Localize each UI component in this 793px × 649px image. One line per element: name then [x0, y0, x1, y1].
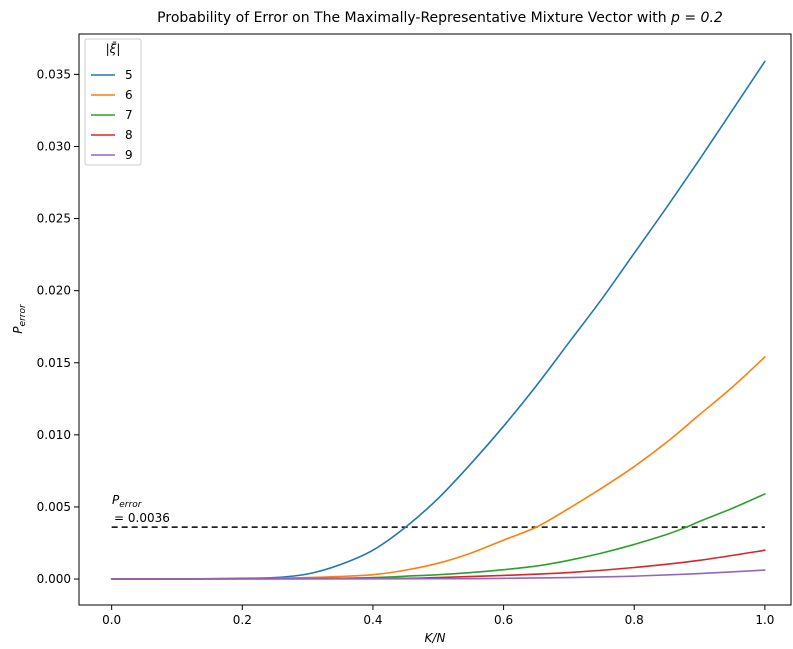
y-tick-label: 0.015: [37, 356, 71, 370]
x-axis: 0.0 0.2 0.4 0.6 0.8 1.0: [102, 605, 774, 627]
legend-frame: [84, 38, 142, 166]
y-tick-label: 0.030: [37, 139, 71, 153]
legend-label-6: 6: [125, 88, 133, 102]
x-tick-label: 0.8: [625, 613, 644, 627]
x-tick-label: 1.0: [755, 613, 774, 627]
y-tick-label: 0.010: [37, 428, 71, 442]
x-tick-label: 0.0: [102, 613, 121, 627]
plot-frame: [78, 33, 792, 606]
legend-label-9: 9: [125, 148, 133, 162]
x-tick-label: 0.4: [363, 613, 382, 627]
legend-title: |ξ̄|: [106, 42, 121, 56]
y-axis: 0.000 0.005 0.010 0.015 0.020 0.025 0.030 0.035: [37, 67, 79, 586]
legend-label-5: 5: [125, 68, 133, 82]
threshold-annotation: Perror = 0.0036: [112, 493, 170, 525]
y-tick-label: 0.020: [37, 284, 71, 298]
plot-area: [78, 33, 792, 606]
x-tick-label: 0.2: [233, 613, 252, 627]
x-axis-label: K/N: [425, 631, 446, 645]
legend-label-7: 7: [125, 108, 133, 122]
y-tick-label: 0.025: [37, 212, 71, 226]
threshold-annotation-value: = 0.0036: [114, 511, 170, 525]
y-tick-label: 0.000: [37, 572, 71, 586]
series-line-6: [110, 356, 766, 580]
legend-label-8: 8: [125, 128, 133, 142]
series-line-7: [110, 493, 766, 580]
y-tick-label: 0.035: [37, 67, 71, 81]
y-axis-label: Perror: [11, 303, 28, 334]
threshold-annotation-symbol: Perror: [112, 493, 143, 510]
legend: |ξ̄| 5 6 7 8 9: [84, 38, 142, 166]
x-tick-label: 0.6: [494, 613, 513, 627]
y-tick-label: 0.005: [37, 500, 71, 514]
chart-title: Probability of Error on The Maximally-Re…: [157, 10, 723, 26]
legend-entries: 5 6 7 8 9: [91, 68, 133, 162]
series-layer: [110, 60, 766, 580]
series-line-9: [110, 569, 766, 580]
series-line-5: [110, 60, 766, 580]
